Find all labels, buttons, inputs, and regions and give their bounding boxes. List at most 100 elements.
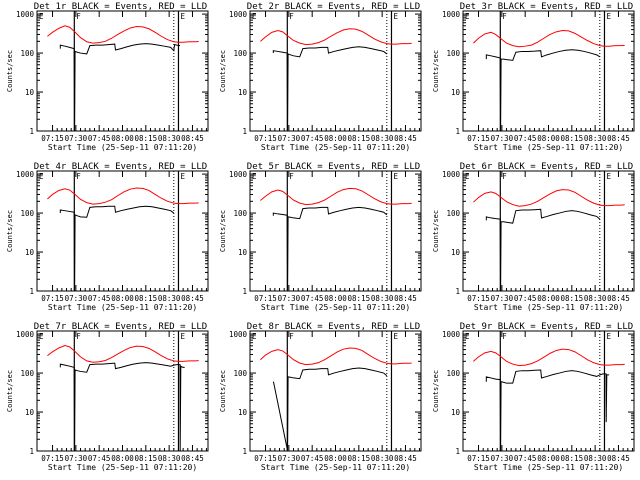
y-axis-label: Counts/sec [219, 370, 227, 412]
x-tick-label: 08:30 [584, 454, 607, 463]
panel-9: Det 9r_BLACK = Events, RED = LLD 1 10 100 10… [432, 322, 635, 472]
event-marker-label: E [606, 172, 611, 181]
panel-title: Det 2r_BLACK = Events, RED = LLD [247, 2, 420, 12]
event-marker-label: E [393, 332, 398, 341]
event-marker-label: E [393, 172, 398, 181]
y-axis-label: Counts/sec [219, 210, 227, 252]
x-tick-label: 08:15 [135, 454, 158, 463]
x-tick-label: 07:30 [65, 134, 88, 143]
y-tick-label: 1 [29, 447, 34, 456]
x-tick-label: 08:00 [111, 134, 134, 143]
x-tick-label: 07:30 [278, 134, 301, 143]
x-tick-label: 07:45 [301, 294, 324, 303]
y-tick-label: 100 [446, 49, 460, 58]
panel-title: Det 7r_BLACK = Events, RED = LLD [34, 322, 207, 332]
x-tick-label: 08:00 [111, 294, 134, 303]
x-tick-label: 08:00 [537, 454, 560, 463]
panel-title: Det 3r_BLACK = Events, RED = LLD [460, 2, 633, 12]
plot-frame [462, 170, 635, 292]
event-marker-label: E [606, 12, 611, 21]
x-tick-label: 08:30 [584, 294, 607, 303]
plot-frame [36, 10, 209, 132]
y-tick-label: 1 [29, 127, 34, 136]
y-tick-label: 10 [451, 88, 461, 97]
y-tick-label: 1000 [229, 330, 248, 339]
y-axis-label: Counts/sec [219, 50, 227, 92]
event-marker-label: E [39, 172, 44, 181]
y-tick-label: 1 [242, 287, 247, 296]
panel-3: Det 3r_BLACK = Events, RED = LLD 1 10 100 10… [432, 2, 635, 152]
x-axis-label: Start Time (25-Sep-11 07:11:20) [261, 303, 410, 312]
event-marker-label: E [180, 12, 185, 21]
y-tick-label: 1 [455, 287, 460, 296]
x-axis-label: Start Time (25-Sep-11 07:11:20) [261, 463, 410, 472]
x-axis-label: Start Time (25-Sep-11 07:11:20) [474, 463, 623, 472]
panel-2: Det 2r_BLACK = Events, RED = LLD 1 10 100 10… [219, 2, 422, 152]
event-marker-label: E [252, 172, 257, 181]
x-tick-label: 08:00 [324, 134, 347, 143]
y-tick-label: 1000 [442, 170, 461, 179]
y-tick-label: 100 [233, 209, 247, 218]
y-tick-label: 1000 [16, 10, 35, 19]
y-tick-label: 1 [242, 447, 247, 456]
x-tick-label: 08:45 [607, 294, 630, 303]
event-marker-label: E [39, 332, 44, 341]
event-marker-label: E [252, 332, 257, 341]
y-tick-label: 100 [446, 369, 460, 378]
plot-frame [249, 170, 422, 292]
series-lld-red [47, 344, 199, 363]
x-tick-label: 08:15 [135, 294, 158, 303]
x-tick-label: 08:45 [181, 134, 204, 143]
x-tick-label: 07:45 [88, 134, 111, 143]
x-tick-label: 08:30 [158, 294, 181, 303]
panel-7: Det 7r_BLACK = Events, RED = LLD 1 10 100 10… [6, 322, 209, 472]
x-tick-label: 07:15 [41, 134, 64, 143]
x-tick-label: 08:30 [584, 134, 607, 143]
y-tick-label: 10 [25, 408, 35, 417]
y-tick-label: 1000 [442, 10, 461, 19]
panel-title: Det 6r_BLACK = Events, RED = LLD [460, 162, 633, 172]
x-tick-label: 07:30 [491, 294, 514, 303]
plot-frame [462, 330, 635, 452]
series-events-black [485, 208, 601, 292]
y-tick-label: 1000 [229, 10, 248, 19]
y-tick-label: 1 [29, 287, 34, 296]
x-tick-label: 08:00 [324, 294, 347, 303]
x-tick-label: 08:15 [135, 134, 158, 143]
series-events-black [272, 367, 388, 452]
x-tick-label: 08:45 [181, 294, 204, 303]
x-tick-label: 08:15 [561, 294, 584, 303]
x-tick-label: 08:15 [348, 454, 371, 463]
event-marker-label: E [465, 172, 470, 181]
event-marker-label: E [252, 12, 257, 21]
series-lld-red [473, 29, 625, 48]
y-tick-label: 10 [238, 248, 248, 257]
y-tick-label: 10 [238, 88, 248, 97]
y-axis-label: Counts/sec [6, 210, 14, 252]
x-tick-label: 08:30 [158, 454, 181, 463]
x-tick-label: 07:30 [65, 294, 88, 303]
x-tick-label: 07:30 [491, 134, 514, 143]
event-marker-label: F [502, 332, 507, 341]
panel-4: Det 4r_BLACK = Events, RED = LLD 1 10 100 10… [6, 162, 209, 312]
event-marker-label: F [76, 12, 81, 21]
x-tick-label: 07:15 [254, 134, 277, 143]
x-tick-label: 08:45 [607, 134, 630, 143]
x-tick-label: 08:45 [181, 454, 204, 463]
x-tick-label: 08:00 [324, 454, 347, 463]
panel-title: Det 9r_BLACK = Events, RED = LLD [460, 322, 633, 332]
event-marker-label: F [289, 12, 294, 21]
x-tick-label: 08:15 [348, 134, 371, 143]
y-tick-label: 1 [455, 127, 460, 136]
y-tick-label: 100 [446, 209, 460, 218]
panel-title: Det 8r_BLACK = Events, RED = LLD [247, 322, 420, 332]
x-axis-label: Start Time (25-Sep-11 07:11:20) [48, 463, 197, 472]
event-marker-label: E [39, 12, 44, 21]
x-tick-label: 07:15 [467, 454, 490, 463]
series-lld-red [260, 347, 412, 366]
panel-6: Det 6r_BLACK = Events, RED = LLD 1 10 100 10… [432, 162, 635, 312]
x-axis-label: Start Time (25-Sep-11 07:11:20) [474, 303, 623, 312]
event-marker-label: F [289, 172, 294, 181]
event-marker-label: E [180, 172, 185, 181]
y-tick-label: 1000 [16, 330, 35, 339]
